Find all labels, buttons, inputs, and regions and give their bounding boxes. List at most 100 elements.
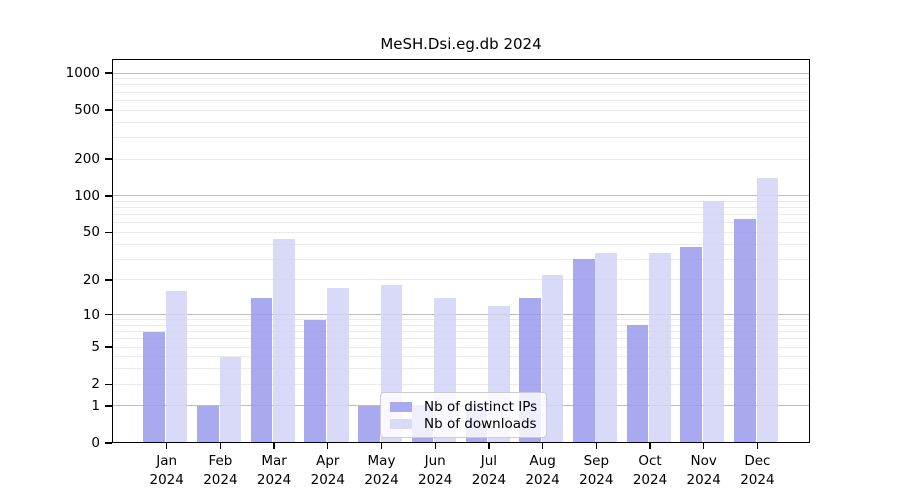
bar-downloads-feb: [219, 356, 242, 443]
bar-distinct-ips-jan: [143, 331, 165, 443]
x-tick-mark-6: [488, 443, 490, 449]
x-tick-label-mar: Mar 2024: [256, 453, 292, 488]
bar-downloads-jan: [165, 291, 188, 443]
legend-item-downloads: Nb of downloads: [390, 415, 537, 432]
y-tick-label-1000: 1000: [65, 65, 100, 82]
gridline-2: [112, 383, 810, 385]
gridline-300: [112, 136, 810, 138]
x-tick-mark-1: [219, 443, 222, 449]
x-tick-mark-5: [434, 443, 436, 449]
bar-distinct-ips-mar: [250, 298, 273, 443]
y-tick-label-1: 1: [91, 397, 100, 414]
legend-item-distinct-ips: Nb of distinct IPs: [390, 398, 537, 415]
gridline-6: [112, 338, 810, 340]
gridline-60: [112, 222, 810, 224]
gridline-3: [112, 368, 810, 370]
legend-swatch-downloads: [390, 418, 412, 429]
gridline-8: [112, 324, 810, 326]
y-tick-label-5: 5: [91, 339, 100, 356]
gridline-800: [112, 84, 810, 86]
gridline-400: [112, 121, 810, 123]
y-tick-mark-10: [105, 313, 112, 316]
bar-distinct-ips-feb: [197, 405, 219, 443]
bar-downloads-aug: [541, 275, 564, 443]
plot-area: [112, 59, 810, 443]
y-tick-mark-500: [105, 109, 112, 111]
bar-distinct-ips-oct: [626, 325, 649, 443]
gridline-4: [112, 356, 810, 358]
gridline-9: [112, 319, 810, 321]
legend-label-downloads: Nb of downloads: [424, 415, 537, 432]
x-tick-mark-11: [756, 443, 759, 449]
x-tick-label-feb: Feb 2024: [203, 453, 238, 488]
x-tick-label-jan: Jan 2024: [149, 453, 184, 488]
gridline-600: [112, 99, 810, 101]
y-tick-mark-0: [105, 442, 112, 444]
bar-distinct-ips-may: [358, 405, 380, 443]
x-tick-mark-0: [166, 443, 168, 449]
x-tick-mark-7: [541, 443, 544, 449]
x-tick-label-aug: Aug 2024: [525, 453, 560, 488]
bar-downloads-oct: [649, 252, 671, 443]
gridline-70: [112, 214, 810, 216]
y-tick-mark-2: [105, 383, 112, 385]
y-tick-mark-1: [105, 405, 112, 407]
gridline-30: [112, 258, 810, 260]
gridline-10: [112, 314, 810, 316]
gridline-40: [112, 243, 810, 245]
gridline-100: [112, 195, 810, 197]
x-tick-label-oct: Oct 2024: [632, 453, 668, 488]
chart-title: MeSH.Dsi.eg.db 2024: [380, 35, 542, 53]
bar-distinct-ips-nov: [680, 246, 702, 443]
y-tick-mark-100: [105, 195, 112, 197]
y-tick-label-0: 0: [91, 435, 100, 451]
legend-swatch-distinct-ips: [390, 401, 412, 412]
x-tick-label-may: May 2024: [364, 453, 399, 488]
y-tick-mark-20: [105, 279, 112, 281]
y-tick-label-100: 100: [74, 187, 100, 204]
x-tick-mark-8: [595, 443, 597, 449]
x-tick-label-nov: Nov 2024: [686, 453, 721, 488]
x-tick-label-apr: Apr 2024: [310, 453, 345, 488]
x-tick-label-dec: Dec 2024: [740, 453, 775, 488]
y-tick-label-500: 500: [74, 102, 100, 119]
y-tick-mark-50: [105, 231, 112, 234]
y-tick-label-20: 20: [82, 271, 100, 288]
bar-distinct-ips-apr: [304, 319, 327, 443]
gridline-50: [112, 231, 810, 233]
gridline-500: [112, 109, 810, 111]
x-tick-mark-10: [703, 443, 705, 449]
bar-distinct-ips-dec: [734, 218, 756, 443]
x-tick-label-jul: Jul 2024: [471, 453, 507, 488]
y-tick-label-10: 10: [82, 306, 100, 323]
bar-downloads-mar: [273, 239, 295, 443]
x-tick-mark-9: [649, 443, 651, 449]
bar-distinct-ips-sep: [572, 259, 595, 443]
gridline-900: [112, 78, 810, 80]
bar-downloads-dec: [756, 178, 779, 443]
gridline-80: [112, 207, 810, 209]
gridline-7: [112, 331, 810, 333]
gridline-700: [112, 91, 810, 93]
gridline-5: [112, 346, 810, 348]
legend: Nb of distinct IPs Nb of downloads: [380, 392, 547, 438]
gridline-90: [112, 200, 810, 202]
x-tick-label-sep: Sep 2024: [579, 453, 614, 488]
y-tick-mark-200: [105, 158, 112, 160]
x-tick-mark-3: [327, 443, 329, 449]
y-tick-mark-5: [105, 346, 112, 348]
bar-downloads-nov: [702, 200, 725, 443]
bar-downloads-sep: [595, 252, 618, 443]
y-tick-label-50: 50: [82, 224, 100, 241]
bar-downloads-apr: [326, 288, 349, 443]
legend-label-distinct-ips: Nb of distinct IPs: [424, 398, 538, 415]
x-tick-label-jun: Jun 2024: [418, 453, 453, 488]
gridline-200: [112, 158, 810, 160]
x-tick-mark-4: [380, 443, 383, 449]
y-tick-mark-1000: [105, 72, 112, 74]
gridline-20: [112, 279, 810, 281]
x-tick-mark-2: [273, 443, 275, 449]
y-tick-label-2: 2: [91, 376, 100, 393]
y-tick-label-200: 200: [74, 151, 100, 168]
